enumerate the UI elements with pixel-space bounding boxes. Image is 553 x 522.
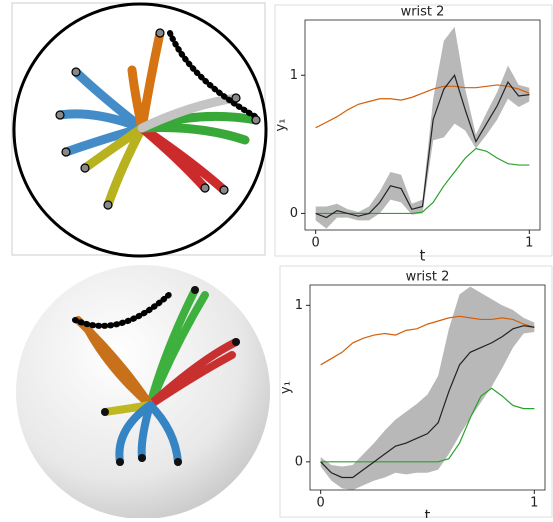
y-tick-label: 0 xyxy=(295,454,303,469)
plot-frame xyxy=(305,20,540,230)
y-tick-label: 1 xyxy=(290,68,298,83)
chart-title: wrist 2 xyxy=(401,5,445,20)
y-axis-label: y₁ xyxy=(279,381,294,394)
confidence-band xyxy=(316,27,530,229)
x-tick-label: 0 xyxy=(312,236,320,251)
disk-visualization xyxy=(12,3,266,256)
sphere-visualization xyxy=(16,265,270,518)
chart-title: wrist 2 xyxy=(406,270,450,285)
y-tick-label: 1 xyxy=(295,298,303,313)
x-axis-label: t xyxy=(420,247,426,265)
x-axis-label: t xyxy=(425,507,431,519)
y-tick-label: 0 xyxy=(290,206,298,221)
confidence-band xyxy=(321,287,535,490)
panel-frame xyxy=(280,266,552,517)
x-tick-label: 1 xyxy=(525,236,533,251)
x-tick-label: 1 xyxy=(530,496,538,511)
figure: wrist 2 t y₁ 0 1 0 1 wrist 2 t y₁ 0 1 0 1 xyxy=(0,0,553,518)
x-tick-label: 0 xyxy=(317,496,325,511)
y-axis-label: y₁ xyxy=(274,119,289,132)
